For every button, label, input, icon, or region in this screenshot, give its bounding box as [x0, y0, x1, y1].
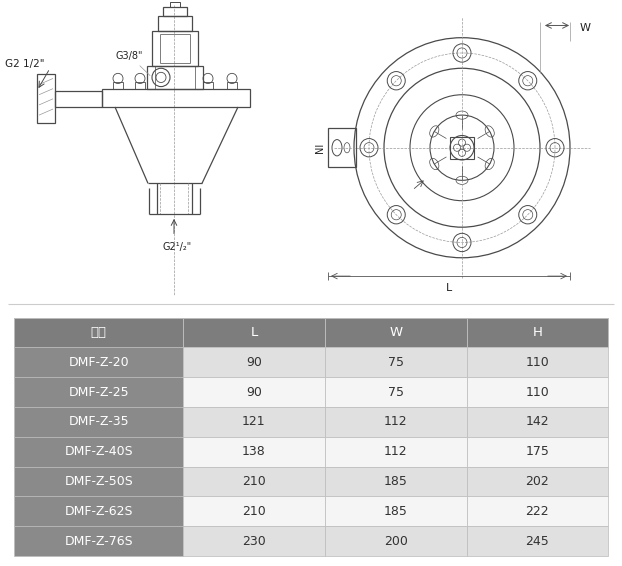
Bar	[113, 82, 123, 89]
Bar	[14, 466, 183, 496]
Bar	[183, 466, 325, 496]
Bar	[325, 466, 466, 496]
Bar	[325, 437, 466, 466]
Text: DMF-Z-40S: DMF-Z-40S	[64, 445, 133, 458]
Text: L: L	[250, 326, 258, 339]
Bar	[158, 16, 192, 31]
Bar	[328, 128, 356, 167]
Bar	[466, 496, 608, 526]
Bar	[183, 377, 325, 407]
Text: 121: 121	[242, 415, 266, 428]
Text: G3/8": G3/8"	[116, 51, 150, 75]
Text: H: H	[532, 326, 542, 339]
Text: 110: 110	[526, 356, 549, 369]
Text: 185: 185	[384, 505, 407, 518]
Text: 245: 245	[526, 535, 549, 547]
Text: W: W	[580, 23, 591, 32]
Bar	[147, 66, 203, 89]
Text: 型号: 型号	[91, 326, 106, 339]
Bar	[14, 318, 183, 348]
Bar	[450, 136, 474, 159]
Text: W: W	[389, 326, 402, 339]
Bar	[325, 318, 466, 348]
Bar	[325, 348, 466, 377]
Text: 142: 142	[526, 415, 549, 428]
Bar	[14, 348, 183, 377]
Bar	[14, 377, 183, 407]
Text: G2¹/₂": G2¹/₂"	[162, 242, 192, 252]
Text: DMF-Z-35: DMF-Z-35	[68, 415, 129, 428]
Bar	[325, 496, 466, 526]
Text: 90: 90	[246, 385, 262, 398]
Bar	[37, 74, 55, 123]
Bar	[227, 82, 237, 89]
Bar	[325, 377, 466, 407]
Text: DMF-Z-25: DMF-Z-25	[68, 385, 129, 398]
Text: 200: 200	[384, 535, 407, 547]
Bar	[14, 496, 183, 526]
Bar	[183, 407, 325, 437]
Bar	[203, 82, 213, 89]
Text: 110: 110	[526, 385, 549, 398]
Bar	[466, 348, 608, 377]
Text: DMF-Z-76S: DMF-Z-76S	[64, 535, 133, 547]
Bar	[466, 318, 608, 348]
Text: L: L	[446, 284, 452, 293]
Bar	[183, 526, 325, 556]
Text: G2 1/2": G2 1/2"	[5, 59, 45, 69]
Bar	[183, 496, 325, 526]
Bar	[14, 407, 183, 437]
Bar	[466, 466, 608, 496]
Text: 202: 202	[526, 475, 549, 488]
Bar	[14, 526, 183, 556]
Bar	[170, 2, 180, 7]
Bar	[466, 407, 608, 437]
Bar	[14, 437, 183, 466]
Text: DMF-Z-20: DMF-Z-20	[68, 356, 129, 369]
Text: 90: 90	[246, 356, 262, 369]
Bar	[183, 318, 325, 348]
Bar	[466, 377, 608, 407]
Bar	[183, 348, 325, 377]
Text: 222: 222	[526, 505, 549, 518]
Text: 210: 210	[242, 505, 266, 518]
Text: 230: 230	[242, 535, 266, 547]
Text: 75: 75	[388, 356, 404, 369]
Text: 112: 112	[384, 415, 407, 428]
Bar	[466, 526, 608, 556]
Bar	[102, 89, 250, 107]
Text: 75: 75	[388, 385, 404, 398]
Text: NI: NI	[315, 143, 325, 153]
Text: DMF-Z-62S: DMF-Z-62S	[65, 505, 133, 518]
Text: 138: 138	[242, 445, 266, 458]
Text: 175: 175	[526, 445, 549, 458]
Text: DMF-Z-50S: DMF-Z-50S	[64, 475, 133, 488]
Text: 185: 185	[384, 475, 407, 488]
Bar	[466, 437, 608, 466]
Text: 112: 112	[384, 445, 407, 458]
Bar	[135, 82, 145, 89]
Bar	[55, 91, 102, 107]
Text: 210: 210	[242, 475, 266, 488]
Bar	[325, 407, 466, 437]
Bar	[183, 437, 325, 466]
Bar	[163, 7, 187, 16]
Bar	[152, 31, 198, 66]
Bar	[325, 526, 466, 556]
